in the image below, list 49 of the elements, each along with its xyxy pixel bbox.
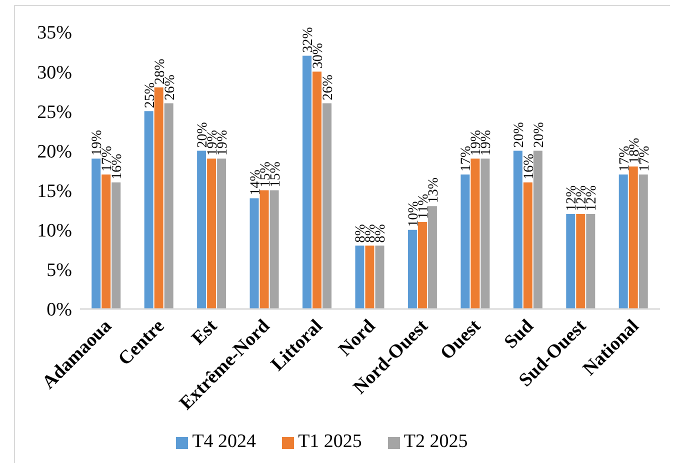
bar: [144, 111, 154, 309]
bar: [618, 174, 628, 309]
bar: [250, 198, 259, 309]
bar: [586, 214, 596, 309]
bar: [428, 206, 437, 309]
y-tick-label: 35%: [37, 22, 72, 44]
bar: [164, 103, 174, 309]
y-tick-label: 0%: [46, 300, 72, 321]
bar: [260, 190, 269, 309]
bar: [322, 103, 332, 309]
bar: [576, 214, 586, 309]
bar: [112, 182, 121, 309]
bar: [638, 174, 648, 309]
bar: [365, 246, 374, 309]
y-tick-label: 30%: [37, 62, 72, 84]
y-tick-label: 10%: [37, 220, 72, 242]
bar: [533, 150, 542, 309]
y-tick-label: 20%: [37, 141, 72, 162]
bar: [207, 158, 216, 309]
bar: [460, 174, 470, 309]
legend-label: T2 2025: [404, 431, 468, 452]
bar: [102, 174, 111, 309]
bar: [523, 182, 532, 309]
bar: [513, 150, 522, 309]
legend-label: T1 2025: [298, 431, 362, 452]
legend-label: T4 2024: [192, 431, 256, 452]
data-label: 16%: [522, 153, 537, 180]
bar: [355, 246, 364, 309]
bar: [197, 150, 206, 309]
bar: [566, 214, 576, 309]
y-tick-label: 15%: [37, 181, 72, 202]
bar: [375, 246, 384, 309]
data-label: 26%: [321, 74, 336, 100]
bar: [628, 166, 638, 309]
y-tick-label: 25%: [37, 102, 72, 123]
y-tick-label: 5%: [46, 260, 72, 282]
bar: [312, 72, 322, 309]
bar: [92, 158, 101, 309]
bar: [217, 158, 226, 309]
bar: [270, 190, 279, 309]
data-label: 20%: [512, 122, 527, 148]
bar: [480, 158, 490, 309]
bar: [408, 230, 417, 309]
data-label: 20%: [532, 122, 547, 148]
bar: [418, 222, 427, 309]
data-label: 25%: [142, 82, 158, 108]
bar: [302, 56, 312, 309]
bar: [470, 158, 480, 309]
bar: [154, 87, 164, 309]
